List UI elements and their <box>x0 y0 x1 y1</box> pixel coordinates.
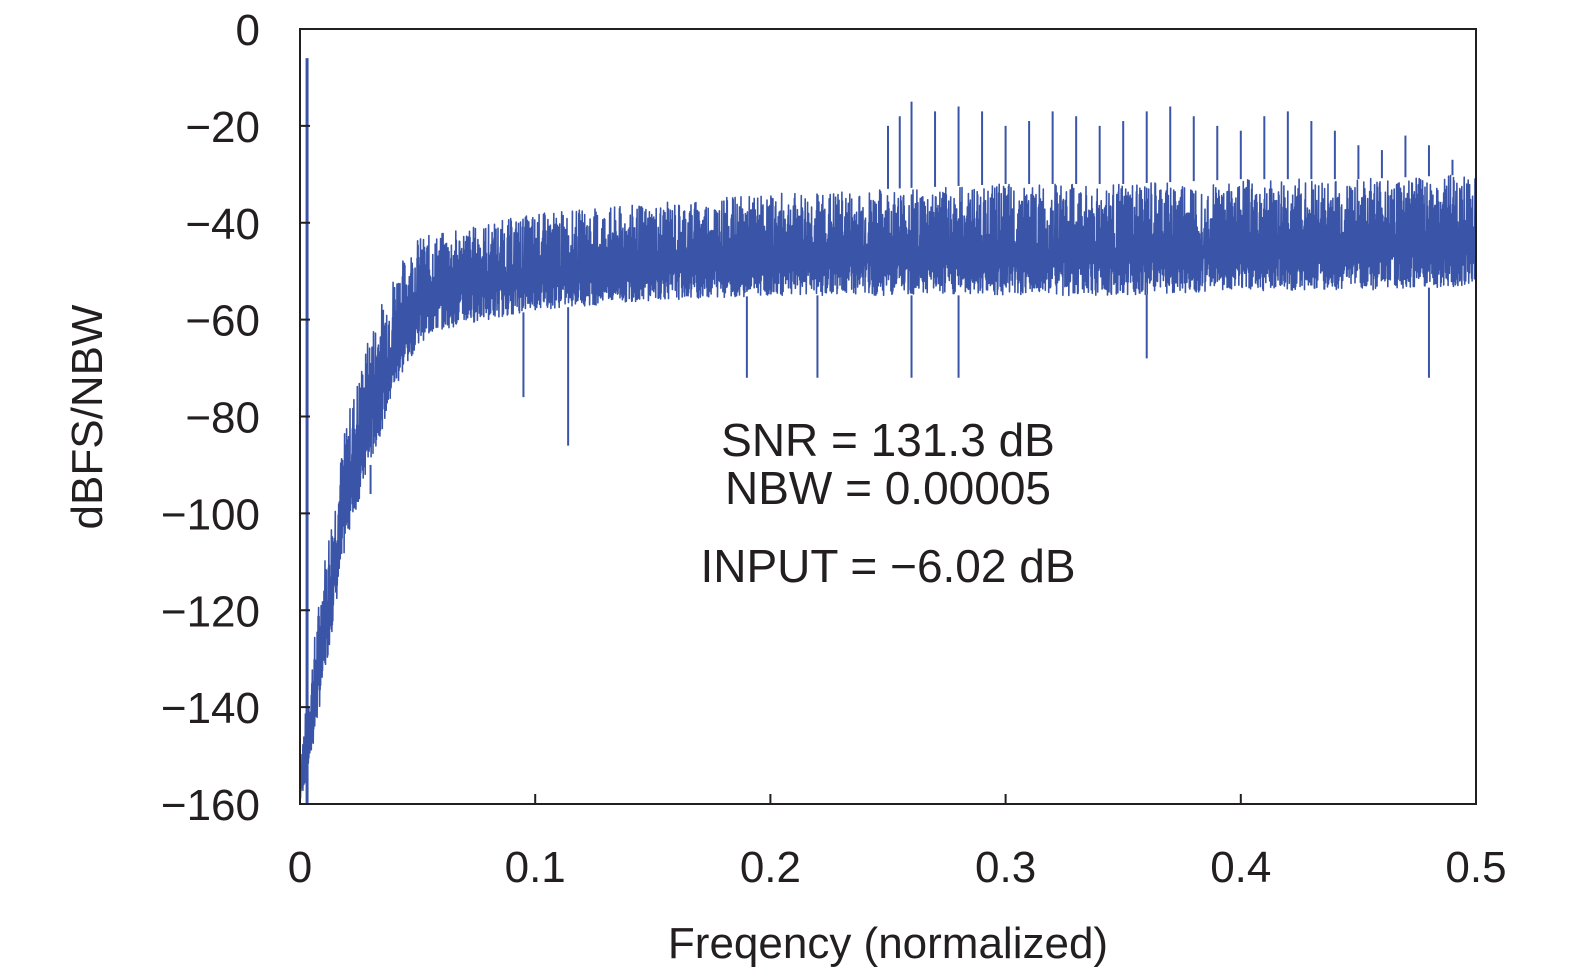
x-tick-label: 0.3 <box>975 843 1036 892</box>
ticks-layer: 0 0.1 0.2 0.3 0.4 0.5 0 −20 −40 −60 −80 −100 −120 −14… <box>161 6 1507 892</box>
x-tick-label: 0.5 <box>1445 843 1506 892</box>
y-tick-label: −40 <box>185 200 260 249</box>
x-tick-label: 0.1 <box>505 843 566 892</box>
y-tick-label: −80 <box>185 394 260 443</box>
y-tick-label: −160 <box>161 781 260 830</box>
y-tick-label: −20 <box>185 103 260 152</box>
series-layer <box>299 58 1477 804</box>
y-axis-title: dBFS/NBW <box>63 304 112 529</box>
noise-floor-trace <box>299 174 1477 799</box>
y-tick-label: −60 <box>185 297 260 346</box>
x-tick-label: 0.4 <box>1210 843 1271 892</box>
x-axis-title: Freqency (normalized) <box>668 919 1108 968</box>
y-tick-label: −140 <box>161 684 260 733</box>
y-tick-label: 0 <box>236 6 260 55</box>
annotation-nbw: NBW = 0.00005 <box>725 462 1051 514</box>
annotation-snr: SNR = 131.3 dB <box>721 414 1055 466</box>
x-tick-label: 0 <box>288 843 312 892</box>
x-tick-label: 0.2 <box>740 843 801 892</box>
y-tick-label: −100 <box>161 490 260 539</box>
annotation-input: INPUT = −6.02 dB <box>700 540 1075 592</box>
y-tick-label: −120 <box>161 587 260 636</box>
